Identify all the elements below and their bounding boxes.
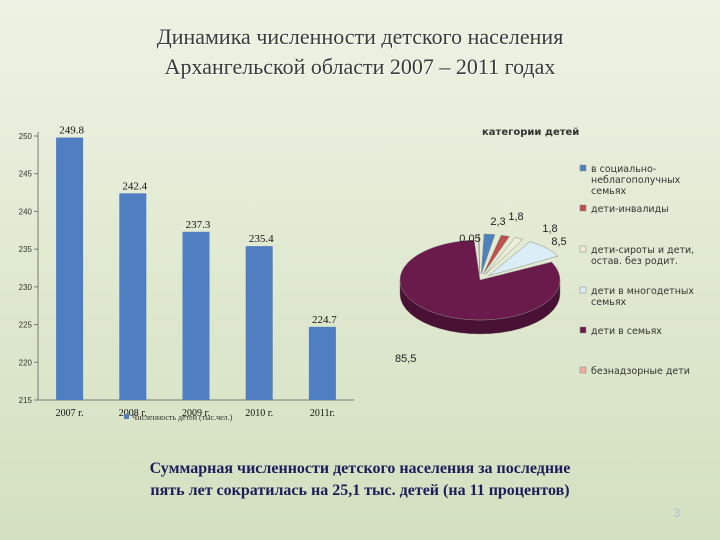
pie-legend-swatch: [579, 326, 587, 334]
x-tick-label: 2007 г.: [56, 408, 84, 419]
pie-title: категории детей: [482, 127, 579, 138]
pie-value-label: 85,5: [395, 353, 416, 365]
pie-legend-swatch: [579, 204, 587, 212]
pie-slice: [488, 241, 559, 277]
bar: [119, 193, 147, 400]
pie-slice: [483, 234, 510, 275]
pie-value-label: 2,3: [490, 216, 505, 228]
y-tick-label: 250: [19, 132, 33, 141]
x-tick-label: 2008 г.: [119, 408, 147, 419]
title-line-1: Динамика численности детского населения: [156, 24, 564, 49]
pie-slice: [484, 237, 524, 275]
summary-text: Суммарная численности детского населения…: [0, 458, 720, 502]
y-tick-label: 245: [19, 170, 33, 179]
pie-slice: [477, 233, 481, 275]
pie-legend-label: семьях: [591, 186, 627, 197]
pie-legend-label: безнадзорные дети: [591, 366, 690, 377]
pie-legend-label: неблагополучных: [591, 175, 681, 186]
summary-line-2: пять лет сократилась на 25,1 тыс. детей …: [150, 482, 570, 499]
pie-legend-swatch: [579, 286, 587, 294]
bar-value-label: 249.8: [59, 125, 84, 137]
pie-value-label: 0,05: [459, 233, 480, 245]
bar: [308, 326, 336, 400]
y-tick-label: 230: [19, 283, 33, 292]
pie-legend-label: дети-инвалиды: [591, 204, 669, 215]
y-tick-label: 240: [19, 207, 33, 216]
pie-legend-label: дети-сироты и дети,: [591, 245, 694, 256]
y-tick-label: 215: [19, 396, 33, 405]
pie-value-label: 1,8: [542, 223, 557, 235]
pie-legend-label: остав. без родит.: [591, 256, 678, 267]
title-line-2: Архангельской области 2007 – 2011 годах: [164, 54, 556, 79]
pie-legend-label: в социально-: [591, 164, 656, 175]
y-tick-label: 235: [19, 245, 33, 254]
bar: [245, 246, 273, 400]
slide-title: Динамика численности детского населения …: [0, 22, 720, 82]
pie-value-label: 1,8: [508, 211, 523, 223]
legend-label: Численность детей (тыс.чел.): [132, 413, 233, 422]
page-number: 3: [673, 506, 680, 520]
pie-legend-swatch: [579, 366, 587, 374]
y-tick-label: 220: [19, 358, 33, 367]
pie-legend-swatch: [579, 164, 587, 172]
pie-legend-label: семьях: [591, 297, 627, 308]
bar-value-label: 242.4: [122, 180, 147, 192]
pie-legend-label: дети в многодетных: [591, 286, 694, 297]
bar-value-label: 237.3: [186, 219, 211, 231]
x-tick-label: 2010 г.: [245, 408, 273, 419]
x-tick-label: 2011г.: [310, 408, 335, 419]
pie-legend-swatch: [579, 245, 587, 253]
pie-legend-label: дети в семьях: [591, 326, 662, 337]
y-tick-label: 225: [19, 321, 33, 330]
pie-slice: [399, 239, 561, 321]
summary-line-1: Суммарная численности детского населения…: [149, 460, 571, 477]
bar-chart: 250 245 240 235 230 225 220 215 249.8 2007 г. 242.…: [19, 125, 354, 422]
pie-value-label: 8,5: [551, 236, 566, 248]
bar-value-label: 235.4: [249, 233, 274, 245]
x-tick-label: 2009 г.: [182, 408, 210, 419]
bar-value-label: 224.7: [312, 314, 337, 326]
legend-swatch: [124, 414, 129, 419]
bar: [56, 137, 84, 400]
pie-slice: [480, 233, 496, 275]
bar: [182, 231, 210, 400]
